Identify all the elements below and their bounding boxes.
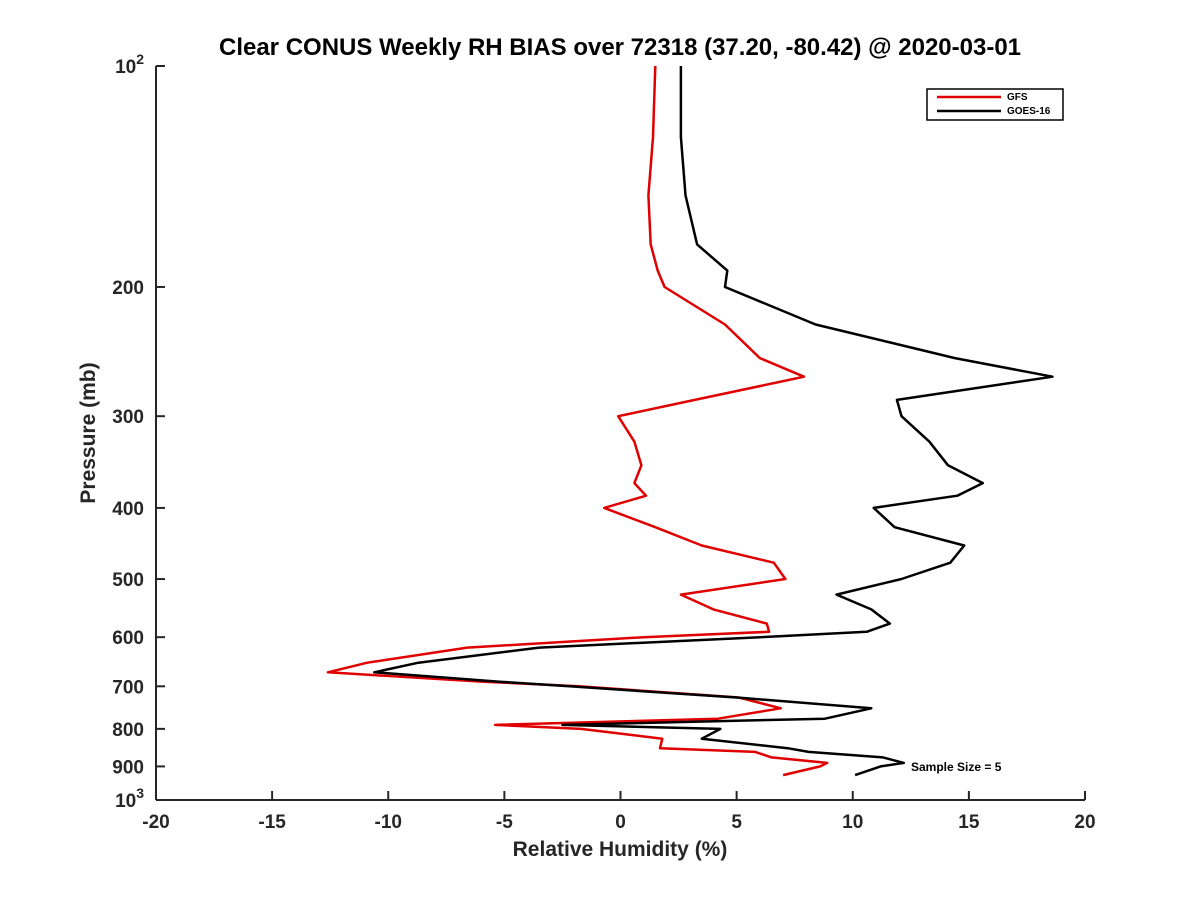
x-axis-label: Relative Humidity (%) (513, 838, 728, 861)
x-ticks: -20 -15 -10 -5 0 5 10 15 20 (142, 791, 1096, 833)
x-tick-label: -20 (142, 812, 169, 833)
x-tick-label: 10 (842, 812, 863, 833)
y-tick-label: 200 (112, 278, 144, 299)
x-tick-label: 20 (1074, 812, 1095, 833)
y-tick-label: 400 (112, 499, 144, 520)
series-line-gfs (326, 65, 829, 777)
y-tick-label: 103 (115, 785, 144, 812)
y-tick-label: 700 (112, 677, 144, 698)
y-tick-label: 102 (115, 51, 144, 78)
x-tick-label: 0 (615, 812, 626, 833)
y-tick-label: 800 (112, 720, 144, 741)
sample-size-annotation: Sample Size = 5 (911, 760, 1002, 774)
y-tick-label: 600 (112, 628, 144, 649)
y-tick-label: 300 (112, 407, 144, 428)
y-tick-label: 500 (112, 570, 144, 591)
x-tick-label: -10 (375, 812, 402, 833)
series-line-goes16 (373, 66, 1054, 777)
y-tick-label: 900 (112, 757, 144, 778)
legend: GFS GOES-16 (926, 88, 1064, 121)
x-tick-label: -15 (258, 812, 286, 833)
y-ticks: 102 200 300 400 500 600 700 800 900 103 (112, 51, 165, 812)
legend-box (926, 88, 1064, 121)
legend-label-goes16: GOES-16 (1007, 106, 1051, 117)
x-tick-label: 5 (731, 812, 742, 833)
series-lines (326, 65, 1054, 777)
x-tick-label: -5 (496, 812, 513, 833)
x-tick-label: 15 (958, 812, 980, 833)
legend-label-gfs: GFS (1007, 92, 1028, 103)
chart-title: Clear CONUS Weekly RH BIAS over 72318 (3… (219, 34, 1021, 61)
y-axis-label: Pressure (mb) (77, 362, 100, 503)
